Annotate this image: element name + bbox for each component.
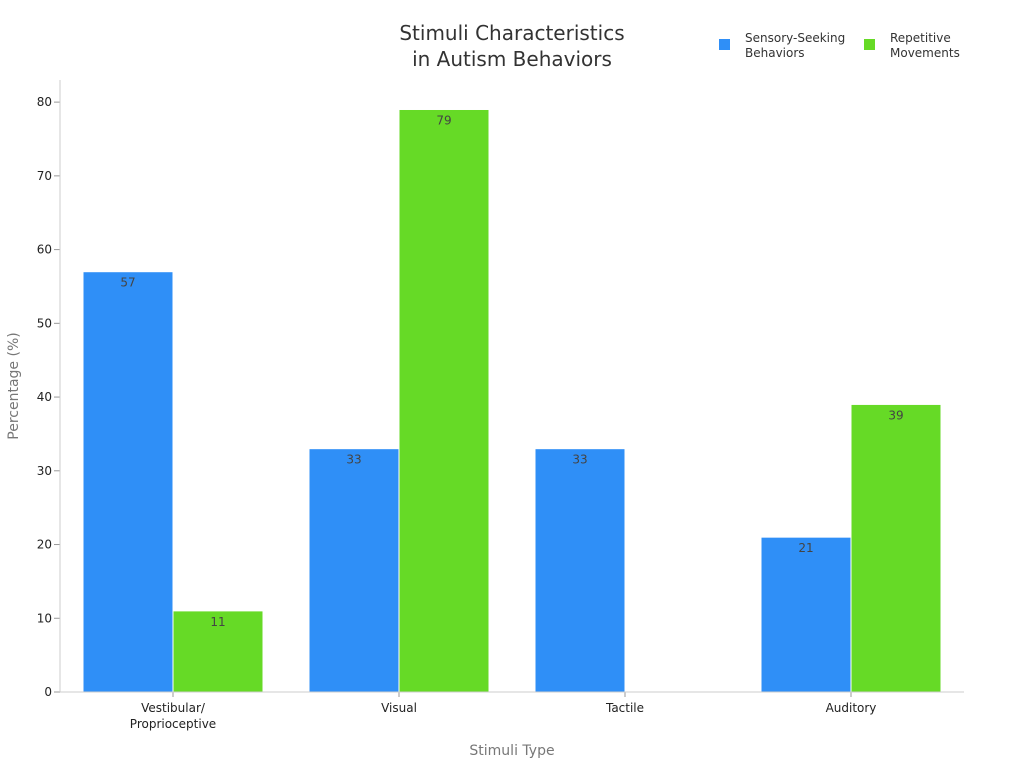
y-tick-label: 40 <box>37 390 52 404</box>
bar-value-label: 21 <box>798 541 813 555</box>
bar <box>534 448 626 693</box>
x-tick-label: Visual <box>381 701 417 715</box>
bar <box>308 448 400 693</box>
legend-swatch-sensory-seeking <box>719 39 730 50</box>
bar-value-label: 57 <box>120 276 135 290</box>
bar-value-label: 11 <box>210 615 225 629</box>
y-tick-label: 30 <box>37 464 52 478</box>
chart-title-line-1: Stimuli Characteristics <box>399 21 624 45</box>
legend-swatch-repetitive <box>864 39 875 50</box>
bar-value-label: 33 <box>346 453 361 467</box>
bar <box>172 610 264 693</box>
bar-value-label: 79 <box>436 113 451 127</box>
y-tick-label: 50 <box>37 316 52 330</box>
x-tick-label: Auditory <box>826 701 877 715</box>
legend-item-repetitive[interactable]: Repetitive Movements <box>864 31 960 60</box>
y-tick-label: 80 <box>37 95 52 109</box>
bar <box>850 403 942 693</box>
y-tick-label: 60 <box>37 243 52 257</box>
legend-label-repetitive: Repetitive Movements <box>890 31 960 60</box>
plot-area: 0 10 20 30 40 50 60 70 80 57 11 Vestibular/Proprioc… <box>37 95 942 731</box>
y-tick-label: 10 <box>37 611 52 625</box>
bar <box>398 108 490 693</box>
bar-value-label: 33 <box>572 453 587 467</box>
x-tick-label: Tactile <box>605 701 644 715</box>
legend-item-sensory-seeking[interactable]: Sensory-Seeking Behaviors <box>719 31 849 60</box>
chart-title-line-2: in Autism Behaviors <box>412 47 612 71</box>
x-axis-title: Stimuli Type <box>469 743 554 759</box>
bar <box>760 536 852 693</box>
x-tick-label: Vestibular/Proprioceptive <box>130 701 216 731</box>
y-tick-label: 20 <box>37 538 52 552</box>
y-axis-title: Percentage (%) <box>6 332 22 439</box>
legend: Sensory-Seeking Behaviors Repetitive Mov… <box>719 31 960 60</box>
bar-value-label: 39 <box>888 408 903 422</box>
bar <box>82 271 174 693</box>
y-tick-label: 0 <box>44 685 52 699</box>
legend-label-sensory-seeking: Sensory-Seeking Behaviors <box>745 31 849 60</box>
y-tick-label: 70 <box>37 169 52 183</box>
